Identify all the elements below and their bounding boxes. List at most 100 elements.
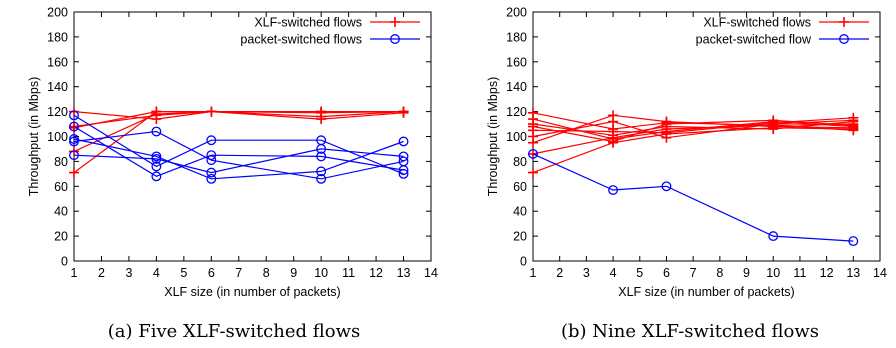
panel-caption: (a) Five XLF-switched flows [108,321,361,342]
circle-point [69,136,79,147]
x-tick-label: 1 [530,266,537,280]
y-tick-label: 60 [513,180,527,194]
y-tick-label: 140 [47,80,68,94]
x-tick-label: 4 [153,266,160,280]
legend-circle-icon [839,34,849,44]
x-tick-label: 6 [208,266,215,280]
legend: XLF-switched flows packet-switched flow [696,16,869,47]
plus-point [151,106,162,117]
series-9 [69,126,409,184]
y-tick-label: 80 [54,155,68,169]
legend-plus-icon [390,17,400,27]
y-axis-label: Throughput (in Mbps) [486,77,500,197]
y-tick-label: 40 [54,205,68,219]
x-tick-label: 11 [793,266,806,280]
x-tick-label: 2 [98,266,105,280]
x-tick-label: 6 [663,266,670,280]
series-8 [528,114,859,144]
y-tick-label: 20 [54,230,68,244]
circle-point [528,148,538,159]
circle-point [768,231,779,242]
x-tick-label: 10 [766,266,780,280]
y-tick-label: 180 [47,30,68,44]
series-line [73,138,404,180]
plot-frame [73,11,432,262]
x-tick-label: 12 [369,266,383,280]
circle-point [151,171,162,182]
circle-point [69,121,79,132]
x-tick-label: 7 [690,266,697,280]
plus-point [661,117,672,128]
x-tick-label: 9 [290,266,297,280]
circle-point [151,151,162,162]
x-tick-label: 10 [314,266,328,280]
x-tick-label: 2 [556,266,563,280]
x-tick-label: 8 [263,266,270,280]
y-tick-label: 180 [506,30,527,44]
y-tick-label: 160 [506,55,527,69]
x-tick-label: 7 [235,266,242,280]
series-9 [528,107,859,136]
circle-point [398,151,409,162]
x-tick-label: 8 [716,266,723,280]
y-tick-label: 200 [47,6,68,20]
x-tick-label: 3 [125,266,132,280]
circle-point [316,143,327,154]
y-tick-label: 160 [47,55,68,69]
y-tick-label: 60 [54,180,68,194]
y-tick-label: 100 [506,130,527,144]
circle-point [69,150,79,161]
y-tick-label: 140 [506,80,527,94]
legend-label: packet-switched flow [696,33,812,47]
circle-point [848,236,859,247]
x-tick-label: 11 [342,266,355,280]
circle-point [316,166,327,177]
x-axis-label: XLF size (in number of packets) [618,285,794,299]
circle-point [398,156,409,167]
y-tick-label: 120 [47,105,68,119]
circle-point [206,135,217,146]
y-tick-label: 100 [47,130,68,144]
series-6 [69,110,409,179]
plus-point [608,124,619,135]
plus-point [661,126,672,137]
legend-circle-icon [390,34,400,44]
y-tick-label: 20 [513,230,527,244]
series-10 [528,148,859,247]
legend-label: packet-switched flows [240,33,362,47]
legend-label: XLF-switched flows [703,16,811,30]
x-axis-label: XLF size (in number of packets) [164,285,340,299]
x-tick-label: 9 [743,266,750,280]
series-8 [69,134,409,184]
x-tick-label: 5 [636,266,643,280]
circle-point [206,155,217,166]
plus-point [528,107,538,118]
circle-point [206,150,217,161]
x-tick-label: 3 [583,266,590,280]
panel-caption: (b) Nine XLF-switched flows [561,321,819,342]
plus-point [848,125,859,136]
series-line [73,148,404,174]
series-10 [69,143,409,178]
y-axis-label: Throughput (in Mbps) [27,77,41,197]
x-tick-label: 14 [424,266,438,280]
circle-point [151,126,162,137]
series-line [73,130,404,180]
circle-point [69,134,79,144]
series-line [73,110,404,174]
series-4 [69,106,409,125]
circle-point [608,185,619,195]
circle-point [206,173,217,184]
y-tick-label: 40 [513,205,527,219]
plus-point [608,133,619,144]
plus-point [528,167,538,178]
circle-point [206,167,217,178]
plus-point [69,167,79,178]
series-line [532,153,854,242]
x-tick-label: 5 [180,266,187,280]
x-tick-label: 13 [846,266,860,280]
series-5 [69,106,409,133]
x-tick-label: 13 [397,266,411,280]
